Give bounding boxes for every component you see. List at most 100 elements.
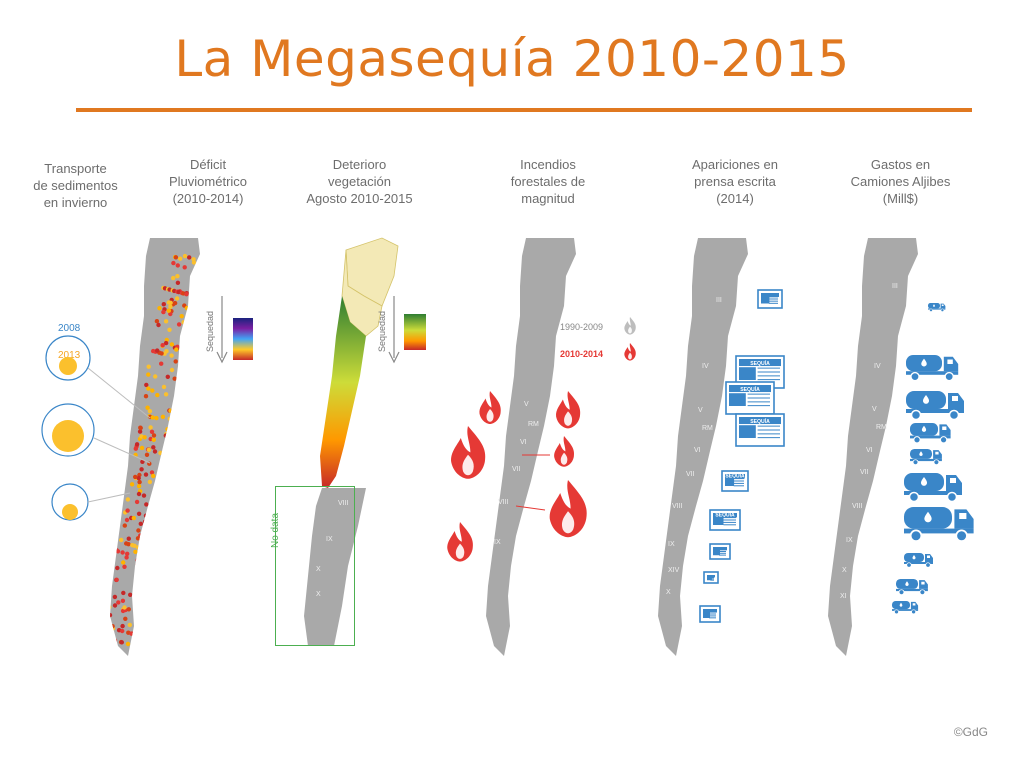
sediment-point	[168, 304, 173, 309]
sediment-point	[136, 528, 141, 533]
sediment-point	[122, 564, 127, 569]
heading-line: de sedimentos	[33, 178, 118, 193]
sediment-point	[152, 449, 158, 454]
region-label: IX	[494, 539, 501, 546]
sediment-point	[153, 374, 158, 379]
no-data-label-wrap: No data	[270, 513, 281, 548]
rain-deficit-legend: Sequedad	[205, 296, 253, 364]
heading-line: (2014)	[716, 191, 754, 206]
heading-line: Agosto 2010-2015	[306, 191, 413, 206]
column-heading-sediments: Transporte de sedimentos en invierno	[18, 160, 133, 211]
fire-icons	[447, 317, 636, 562]
sediment-point	[120, 598, 126, 603]
heading-line: Incendios	[520, 157, 576, 172]
sediment-point	[169, 367, 175, 373]
chile-silhouette	[828, 238, 918, 656]
sediment-point	[156, 322, 161, 328]
newspaper-icons: SEQUÍA SEQUÍA SEQUÍA SEQUÍA SEQUÍA	[699, 289, 785, 623]
fire-icon	[554, 436, 575, 467]
sediment-point	[194, 273, 200, 278]
water-truck-icon	[904, 507, 974, 543]
water-truck-icon	[910, 449, 942, 466]
sediment-point	[144, 502, 149, 507]
press-map: III IV V RM VI VII VIII IX XIV X	[658, 238, 748, 656]
region-label: XI	[840, 593, 847, 600]
sediment-point	[161, 384, 167, 390]
sediment-point	[135, 561, 140, 566]
sediment-point	[122, 605, 127, 610]
region-label: X	[842, 567, 847, 574]
region-label: V	[872, 406, 877, 413]
sediment-point	[159, 351, 164, 356]
heading-line: (Mill$)	[882, 191, 919, 206]
sediment-point	[168, 300, 173, 305]
sediment-point	[161, 309, 166, 315]
region-label: X	[666, 589, 671, 596]
sediment-point	[144, 452, 150, 457]
color-scale	[233, 318, 253, 360]
sediment-point	[123, 616, 128, 621]
heading-line: Camiones Aljibes	[850, 174, 951, 189]
newspaper-icon: SEQUÍA	[721, 470, 749, 492]
sediment-point	[147, 479, 153, 485]
heading-line: Gastos en	[870, 157, 931, 172]
dryness-label: Sequedad	[205, 311, 215, 352]
heading-line: Deterioro	[332, 157, 387, 172]
fire-legend-icon-gray	[624, 317, 636, 335]
sediment-point	[142, 560, 147, 566]
page-title: La Megasequía 2010-2015	[174, 30, 850, 88]
sediment-point	[135, 536, 141, 541]
legend-recent: 2010-2014	[560, 349, 603, 359]
color-scale	[404, 314, 426, 350]
sediment-point	[144, 382, 149, 388]
title-underline	[76, 108, 972, 112]
sediment-point	[146, 372, 151, 377]
dryness-label: Sequedad	[377, 311, 387, 352]
fires-map: V RM VI VII VIII IX	[486, 238, 576, 656]
region-label: VI	[866, 447, 873, 454]
sediment-point	[151, 437, 156, 442]
newspaper-icon	[699, 605, 721, 623]
sediment-point	[121, 590, 126, 596]
sediment-point	[125, 508, 130, 513]
water-truck-icon	[906, 355, 959, 382]
sediment-point	[112, 603, 118, 608]
sediment-point	[155, 348, 160, 353]
region-label: III	[716, 297, 722, 304]
trucks-overlay	[892, 303, 974, 615]
region-label: VII	[512, 466, 521, 473]
sediment-point	[114, 577, 119, 582]
copyright: ©GdG	[953, 725, 988, 739]
sediment-point	[160, 343, 165, 348]
region-label: VI	[694, 447, 701, 454]
south-no-data-area	[304, 488, 366, 646]
sediment-point	[191, 257, 196, 262]
no-data-box	[275, 486, 355, 646]
region-label: VIII	[338, 500, 349, 507]
legend-year-2008: 2008	[58, 323, 81, 334]
sediment-point	[145, 560, 150, 566]
sediment-point	[110, 637, 112, 642]
fire-legend-icon-red	[624, 343, 636, 361]
sediment-point	[146, 386, 151, 391]
sediment-point	[135, 558, 140, 563]
water-truck-icon	[892, 601, 919, 615]
sediment-point	[144, 547, 150, 552]
water-truck-icon	[906, 391, 964, 421]
heading-line: Déficit	[189, 157, 227, 172]
region-label: VIII	[498, 499, 509, 506]
sediment-point	[126, 607, 131, 612]
legend-circle-2008	[41, 403, 95, 457]
sediment-point	[134, 499, 140, 505]
sediment-point	[129, 631, 134, 636]
fire-icon	[549, 480, 587, 538]
sediment-point	[184, 305, 190, 311]
sediment-point	[119, 640, 124, 645]
newspaper-icon: SEQUÍA	[709, 509, 741, 531]
region-label: IX	[668, 541, 675, 548]
sediment-point	[167, 327, 172, 332]
sediment-point	[125, 551, 130, 556]
sediment-point	[184, 292, 189, 297]
svg-text:SEQUÍA: SEQUÍA	[715, 511, 735, 519]
vegetation-map: VIII IX X X	[304, 237, 399, 646]
